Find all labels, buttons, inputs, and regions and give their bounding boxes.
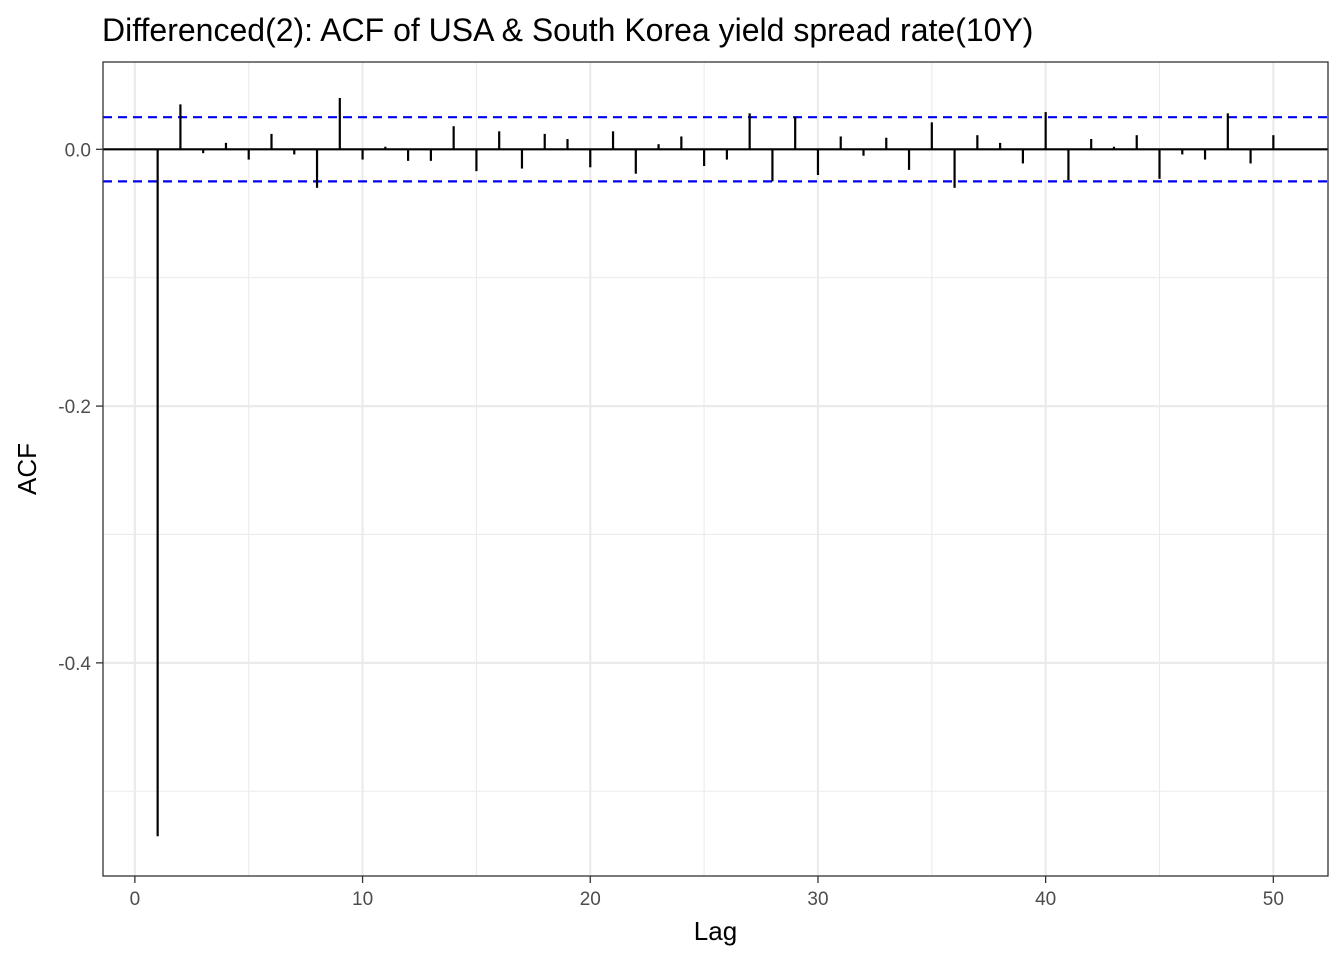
x-tick-label: 10 [352, 889, 373, 910]
y-axis: -0.4 -0.2 0.0 [58, 140, 103, 675]
acf-bars [156, 97, 1275, 837]
x-tick-label: 30 [807, 889, 828, 910]
x-tick-label: 20 [580, 889, 601, 910]
x-axis: 0 10 20 30 40 50 [130, 876, 1284, 910]
chart-title: Differenced(2): ACF of USA & South Korea… [102, 12, 1033, 48]
x-tick-label: 0 [130, 889, 141, 910]
y-tick-label: 0.0 [65, 140, 91, 161]
confidence-bounds [103, 116, 1328, 183]
y-tick-label: -0.2 [58, 397, 91, 418]
panel-border [102, 61, 1329, 877]
x-tick-label: 40 [1035, 889, 1056, 910]
y-tick-label: -0.4 [58, 654, 91, 675]
grid-lines [103, 62, 1328, 876]
y-axis-title: ACF [12, 443, 42, 495]
x-tick-label: 50 [1263, 889, 1284, 910]
x-axis-title: Lag [694, 916, 737, 946]
